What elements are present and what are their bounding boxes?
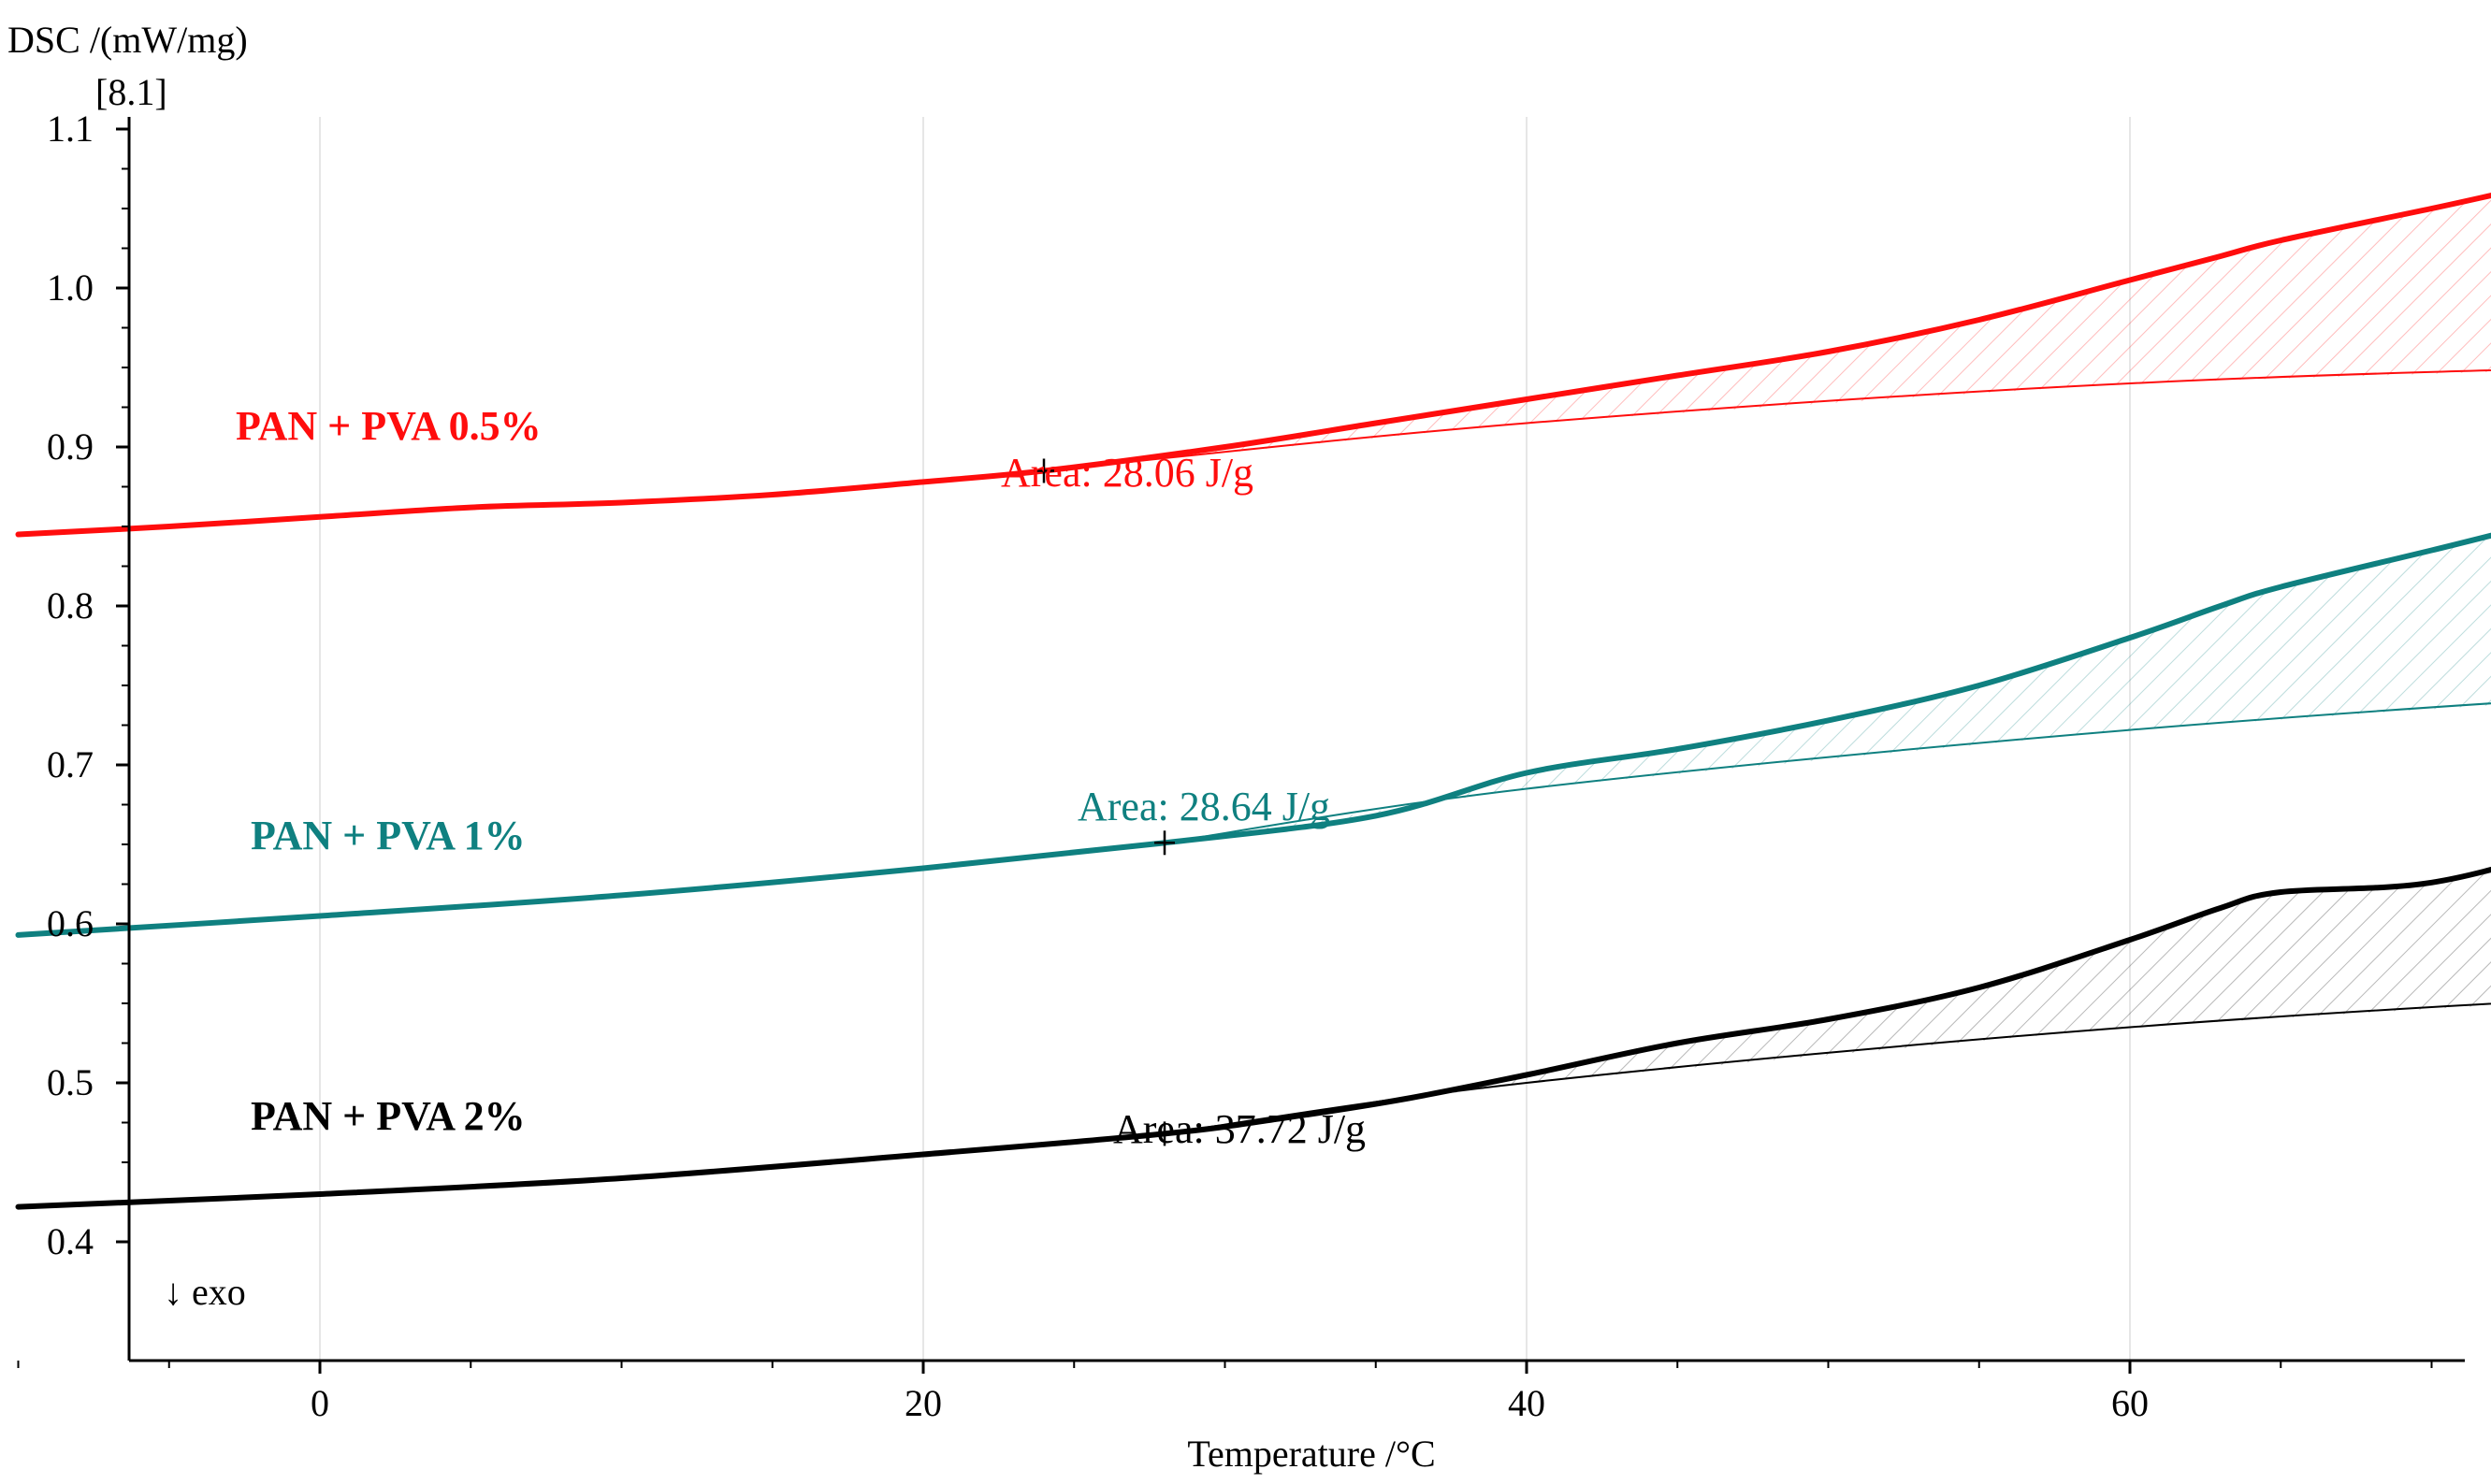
labels: PAN + PVA 0.5% PAN + PVA 1% PAN + PVA 2%…: [236, 403, 1366, 1152]
area-label-1: Area: 28.64 J/g: [1078, 784, 1330, 829]
peak-areas: [1044, 195, 2491, 1134]
y-tick-label: 1.1: [47, 108, 94, 150]
y-tick-label: 0.6: [47, 902, 94, 944]
area-label-0: Area: 28.06 J/g: [1001, 450, 1253, 496]
curve-0: [15, 192, 2491, 538]
baseline-2: [1164, 1002, 2491, 1135]
y-tick-label: 1.0: [47, 267, 94, 309]
series-label-2: PAN + PVA 2%: [251, 1093, 526, 1139]
y-axis-label: DSC /(mW/mg): [7, 19, 248, 61]
baselines: [1043, 368, 2491, 1135]
y-tick-label: 0.7: [47, 743, 94, 785]
baseline-0: [1043, 368, 2491, 472]
ticks: 0204060801001201400.40.50.60.70.80.91.01…: [17, 108, 2433, 1424]
x-tick-label: 40: [1508, 1382, 1545, 1424]
series-label-1: PAN + PVA 1%: [251, 813, 526, 858]
y-tick-label: 0.8: [47, 584, 94, 627]
x-tick-label: 60: [2111, 1382, 2149, 1424]
x-tick-label: 20: [905, 1382, 942, 1424]
peak-area-1: [1165, 535, 2491, 843]
x-axis-label: Temperature /°C: [1187, 1433, 1435, 1475]
y-tick-label: 0.5: [47, 1061, 94, 1103]
peak-area-0: [1044, 195, 2491, 471]
area-label-2: Area: 37.72 J/g: [1113, 1106, 1366, 1152]
baseline-1: [1164, 702, 2491, 844]
y-tick-label: 0.4: [47, 1220, 94, 1262]
curve-2: [15, 866, 2491, 1210]
curve-1: [15, 532, 2491, 938]
series-label-0: PAN + PVA 0.5%: [236, 403, 542, 449]
peak-area-2: [1165, 870, 2491, 1134]
x-tick-label: 0: [311, 1382, 329, 1424]
axes: [127, 117, 2465, 1362]
curves: [15, 192, 2491, 1210]
peak-markers: [1034, 458, 1175, 1146]
y-tick-label: 0.9: [47, 425, 94, 468]
y-axis-unit-note: [8.1]: [95, 71, 167, 113]
exo-note: ↓ exo: [164, 1271, 246, 1313]
